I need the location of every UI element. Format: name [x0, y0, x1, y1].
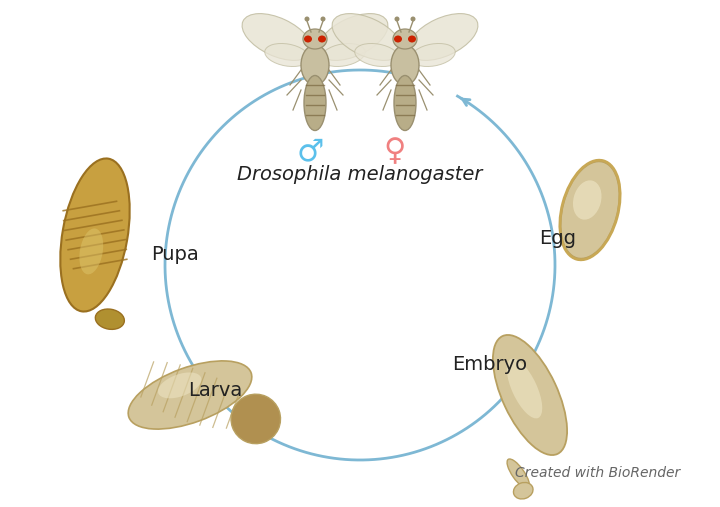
Ellipse shape	[408, 35, 416, 43]
Circle shape	[320, 17, 325, 21]
Ellipse shape	[332, 14, 402, 60]
Ellipse shape	[507, 358, 542, 418]
Circle shape	[395, 17, 400, 21]
Ellipse shape	[304, 76, 326, 130]
Ellipse shape	[242, 14, 312, 60]
Text: Pupa: Pupa	[151, 245, 199, 265]
Ellipse shape	[265, 44, 310, 66]
Ellipse shape	[60, 159, 130, 311]
Ellipse shape	[231, 394, 281, 444]
Circle shape	[410, 17, 415, 21]
Ellipse shape	[394, 76, 416, 130]
Ellipse shape	[304, 35, 312, 43]
Ellipse shape	[394, 35, 402, 43]
Text: Egg: Egg	[539, 229, 577, 247]
Ellipse shape	[303, 29, 327, 49]
Circle shape	[305, 17, 310, 21]
Ellipse shape	[507, 459, 529, 488]
Ellipse shape	[318, 14, 388, 60]
Ellipse shape	[560, 161, 619, 259]
Ellipse shape	[393, 29, 417, 49]
Text: Embryo: Embryo	[452, 355, 528, 375]
Ellipse shape	[355, 44, 400, 66]
Ellipse shape	[513, 483, 533, 499]
Text: Created with BioRender: Created with BioRender	[515, 466, 680, 480]
Ellipse shape	[493, 335, 567, 455]
Text: ♀: ♀	[384, 137, 406, 166]
Text: ♂: ♂	[297, 137, 324, 166]
Ellipse shape	[158, 373, 202, 399]
Ellipse shape	[408, 14, 478, 60]
Ellipse shape	[128, 361, 252, 429]
Ellipse shape	[391, 45, 419, 85]
Ellipse shape	[410, 44, 455, 66]
Ellipse shape	[95, 309, 125, 330]
Ellipse shape	[320, 44, 365, 66]
Text: Drosophila melanogaster: Drosophila melanogaster	[238, 165, 482, 185]
Ellipse shape	[573, 180, 601, 220]
Ellipse shape	[318, 35, 326, 43]
Text: Larva: Larva	[188, 380, 242, 400]
Ellipse shape	[301, 45, 329, 85]
Ellipse shape	[79, 229, 103, 274]
